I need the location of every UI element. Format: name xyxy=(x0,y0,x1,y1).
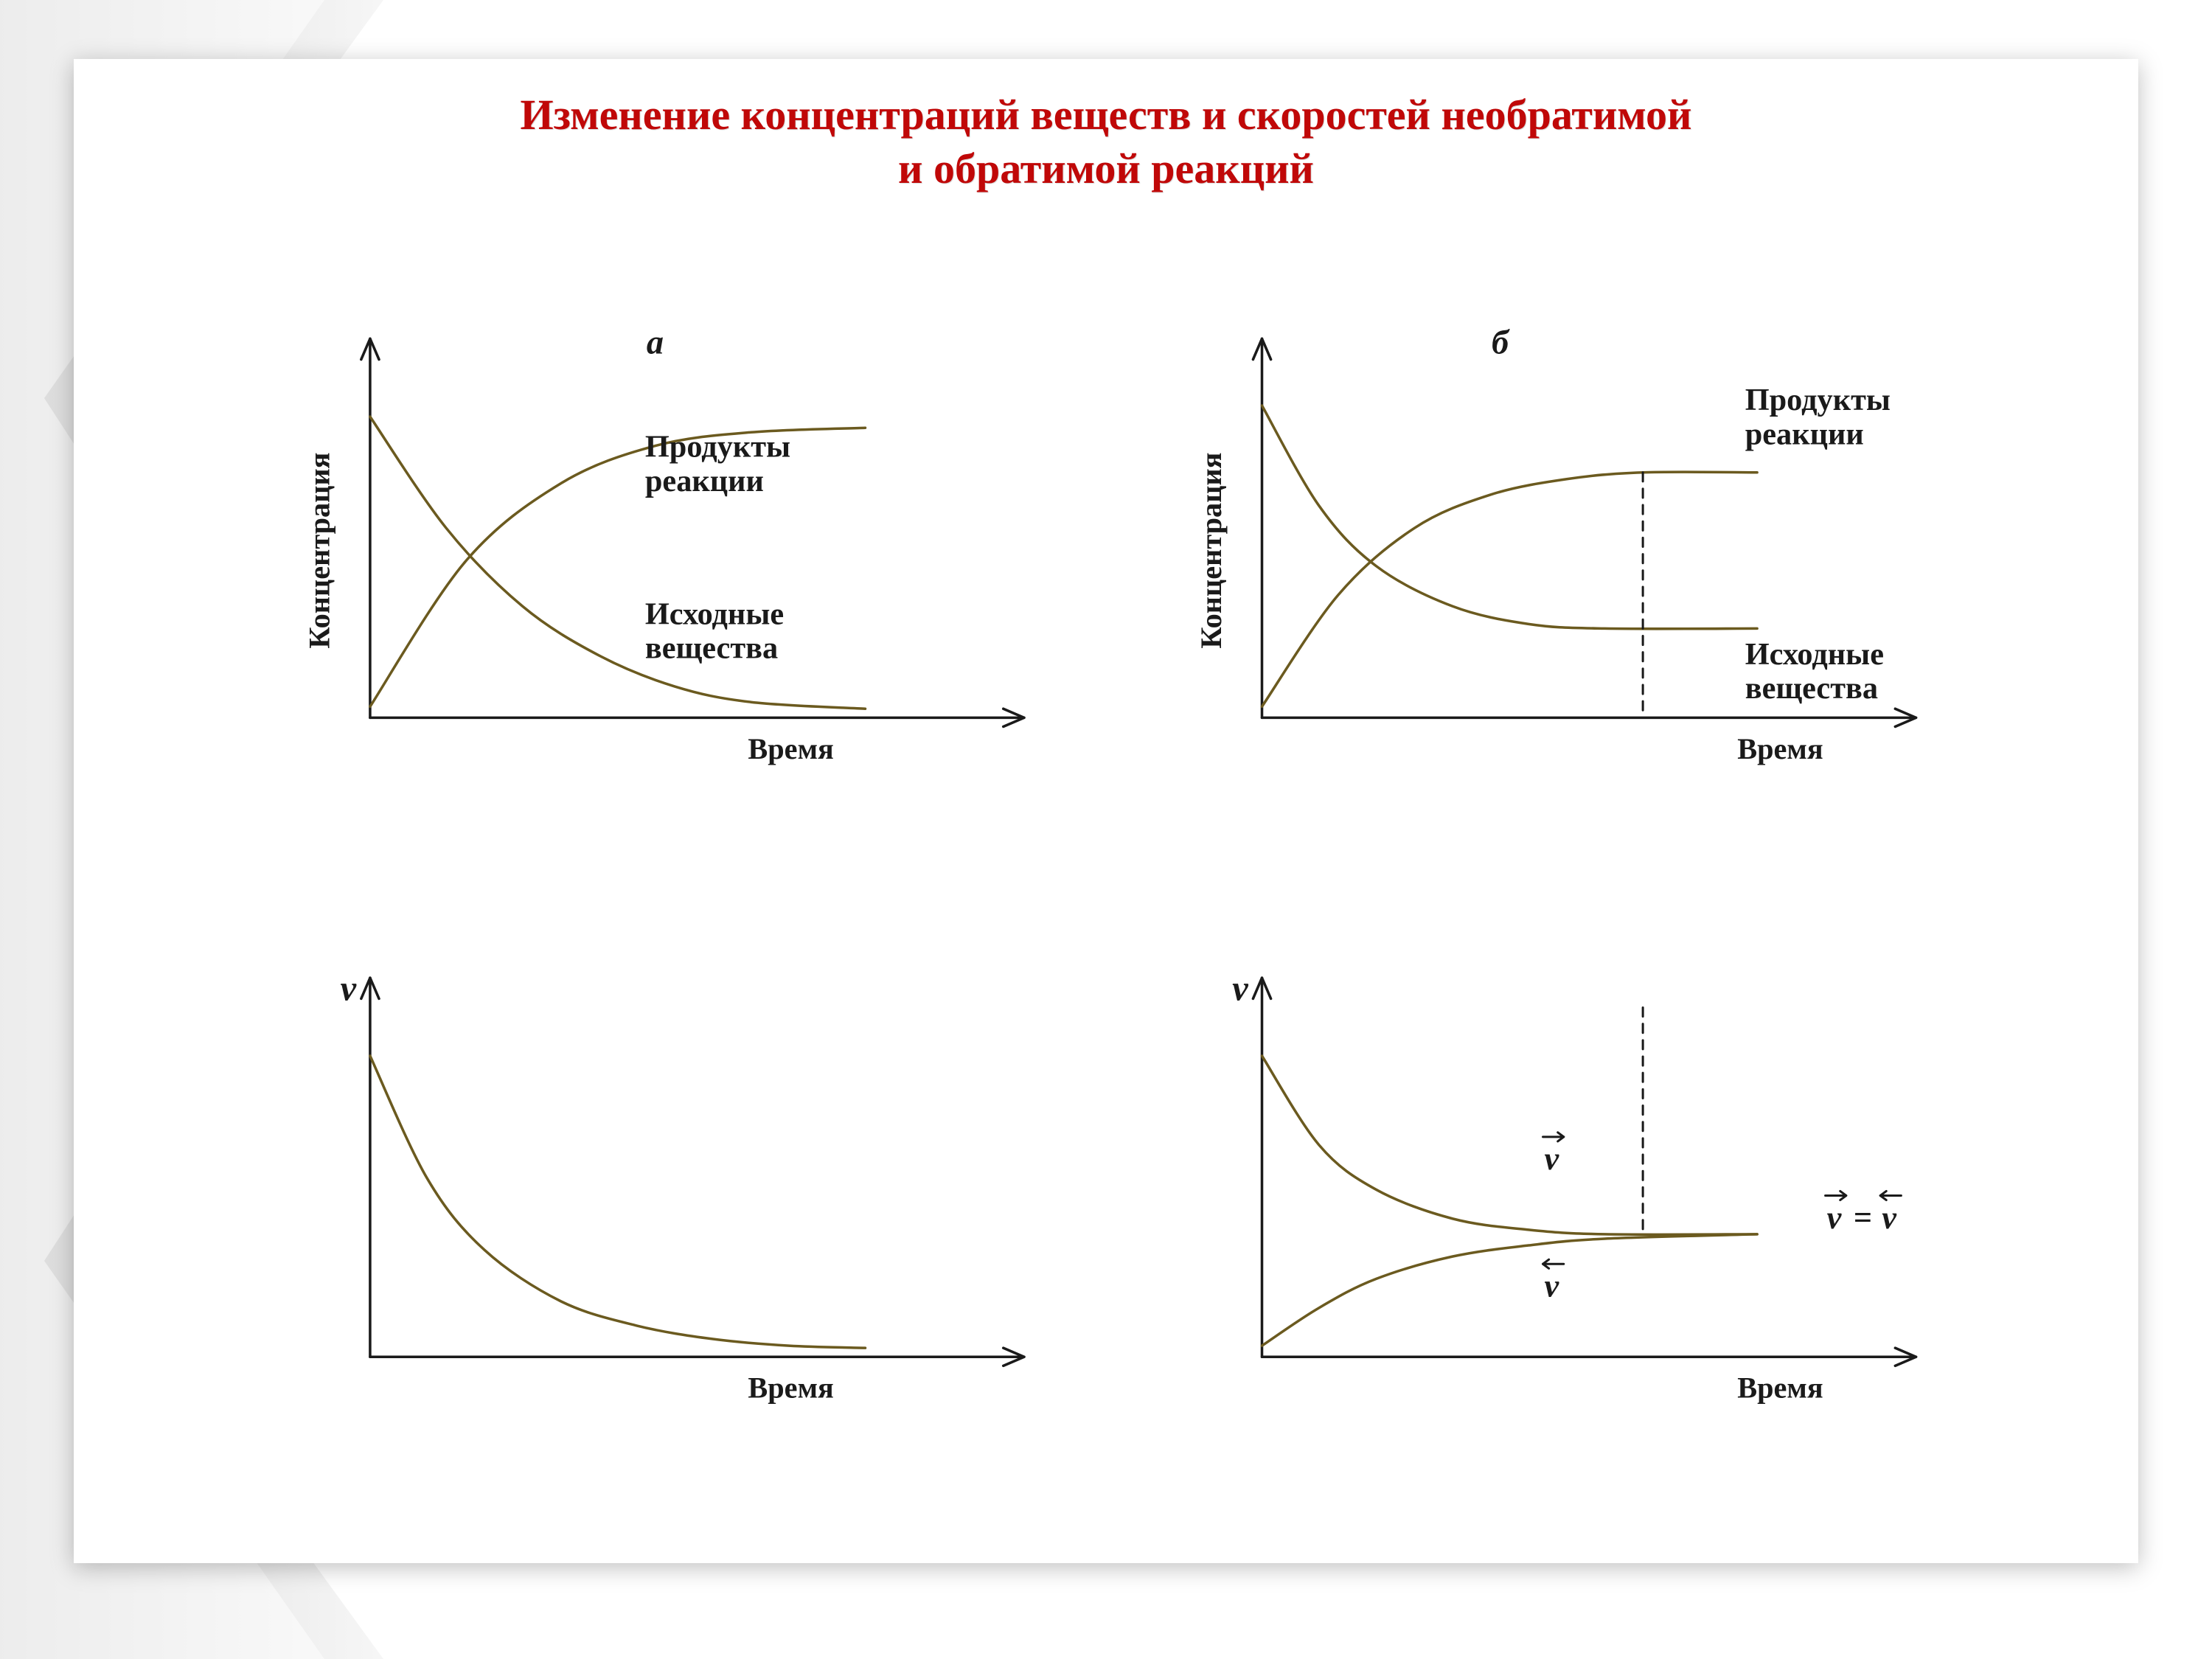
svg-text:реакции: реакции xyxy=(645,464,764,498)
svg-text:v: v xyxy=(1545,1140,1560,1177)
svg-text:Продукты: Продукты xyxy=(645,430,790,465)
svg-text:Время: Время xyxy=(748,732,833,765)
svg-text:v: v xyxy=(1545,1267,1560,1304)
svg-text:б: б xyxy=(1492,324,1510,361)
svg-text:=: = xyxy=(1854,1199,1872,1236)
svg-text:v: v xyxy=(1827,1199,1843,1236)
svg-text:v: v xyxy=(1882,1199,1897,1236)
page-title: Изменение концентраций веществ и скорост… xyxy=(74,88,2138,195)
title-line2: и обратимой реакций xyxy=(898,145,1314,192)
svg-text:Концентрация: Концентрация xyxy=(302,453,335,649)
panel-top-right: б Концентрация Время Продуктыреакции Исходны… xyxy=(1194,324,1916,765)
slide-frame: Изменение концентраций веществ и скорост… xyxy=(74,59,2138,1563)
svg-text:вещества: вещества xyxy=(645,631,778,666)
svg-text:v: v xyxy=(341,969,357,1008)
panel-bottom-left: v Время xyxy=(341,969,1024,1404)
svg-text:Исходные: Исходные xyxy=(645,597,784,631)
svg-text:a: a xyxy=(647,324,664,361)
svg-text:Время: Время xyxy=(1737,732,1823,765)
svg-text:Время: Время xyxy=(1737,1371,1823,1405)
title-line1: Изменение концентраций веществ и скорост… xyxy=(521,91,1692,139)
svg-text:Продукты: Продукты xyxy=(1745,383,1891,417)
chart-grid: aКонцентрацияВремяПродуктыреакцииИсходны… xyxy=(192,251,2050,1489)
svg-text:Время: Время xyxy=(748,1371,833,1405)
panel-bottom-right: v Время v v v = v xyxy=(1232,969,1916,1404)
panel-top-left: a Концентрация Время Продуктыреакции Исходны… xyxy=(302,324,1023,765)
svg-text:реакции: реакции xyxy=(1745,417,1864,451)
svg-text:Исходные: Исходные xyxy=(1745,637,1884,672)
svg-text:вещества: вещества xyxy=(1745,671,1878,706)
svg-text:Концентрация: Концентрация xyxy=(1194,453,1228,649)
charts-svg: aКонцентрацияВремяПродуктыреакцииИсходны… xyxy=(192,251,2050,1489)
svg-text:v: v xyxy=(1232,969,1248,1008)
